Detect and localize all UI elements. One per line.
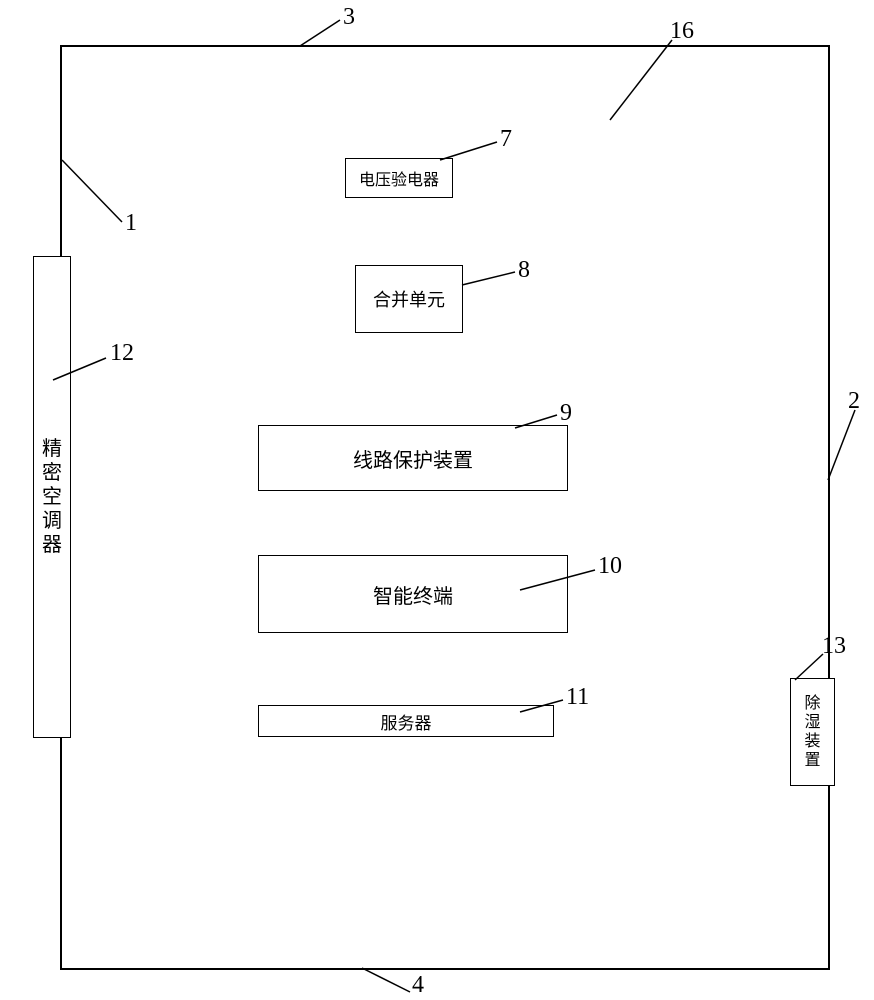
label-8: 8 bbox=[518, 257, 530, 284]
label-16: 16 bbox=[670, 18, 694, 45]
label-7: 7 bbox=[500, 126, 512, 153]
label-10: 10 bbox=[598, 553, 622, 580]
label-4: 4 bbox=[412, 972, 424, 999]
label-13: 13 bbox=[822, 633, 846, 660]
diagram-root: 精密空调器 除湿装置 电压验电器 合并单元 线路保护装置 智能终端 服务器 bbox=[0, 0, 874, 1000]
label-3: 3 bbox=[343, 4, 355, 31]
label-1: 1 bbox=[125, 210, 137, 237]
label-9: 9 bbox=[560, 400, 572, 427]
label-2: 2 bbox=[848, 388, 860, 415]
label-11: 11 bbox=[566, 684, 589, 711]
label-12: 12 bbox=[110, 340, 134, 367]
leader-lines bbox=[0, 0, 874, 1000]
